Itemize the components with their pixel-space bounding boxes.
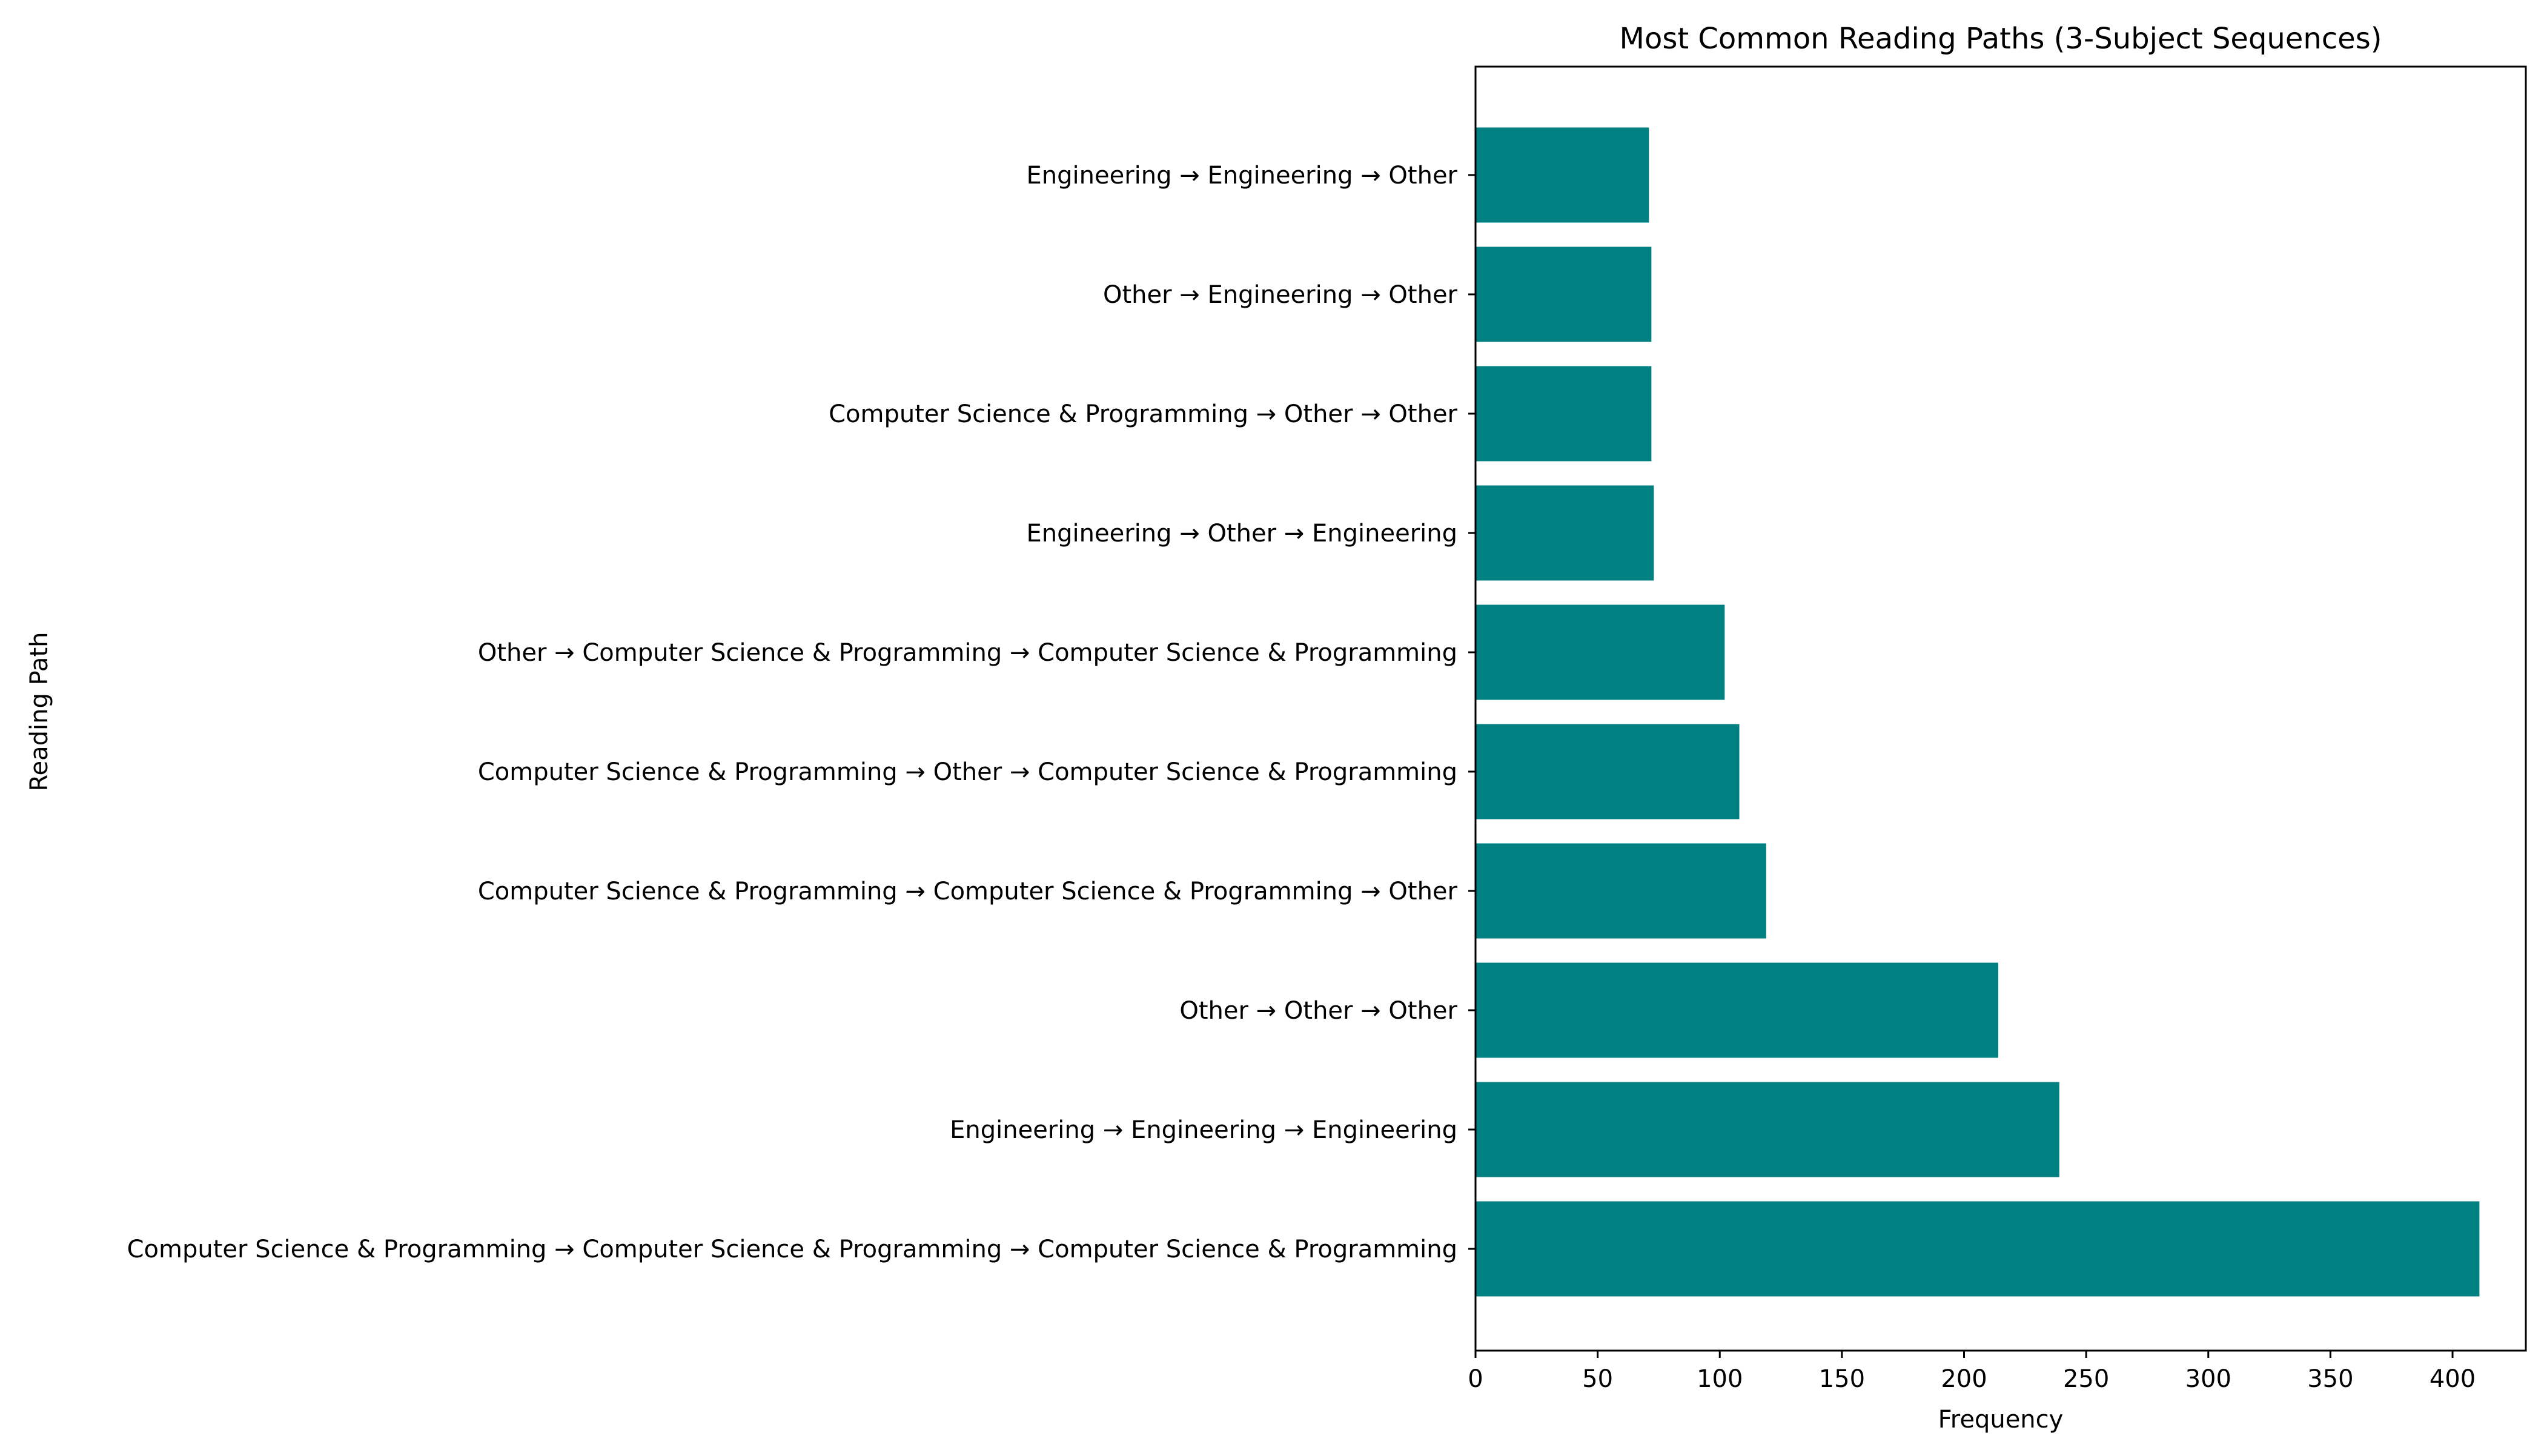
x-tick-label: 100 <box>1697 1365 1743 1393</box>
bar <box>1476 604 1725 700</box>
x-tick-label: 300 <box>2185 1365 2231 1393</box>
bar <box>1476 1201 2480 1297</box>
x-tick-label: 400 <box>2430 1365 2476 1393</box>
x-tick-label: 200 <box>1941 1365 1987 1393</box>
y-tick-label: Other → Computer Science & Programming →… <box>478 639 1457 667</box>
x-axis-ticks: 0 50 100 150 200 250 300 350 400 <box>1468 1351 2476 1393</box>
bars-layer <box>1476 127 2480 1297</box>
y-tick-label: Engineering → Engineering → Other <box>1027 162 1458 190</box>
x-tick-label: 250 <box>2063 1365 2109 1393</box>
y-tick-label: Engineering → Other → Engineering <box>1027 520 1457 548</box>
bar <box>1476 962 1998 1058</box>
bar <box>1476 366 1652 462</box>
x-tick-label: 0 <box>1468 1365 1483 1393</box>
bar <box>1476 247 1652 342</box>
bar <box>1476 1082 2059 1177</box>
y-tick-label: Computer Science & Programming → Compute… <box>478 878 1458 905</box>
bar <box>1476 127 1649 223</box>
bar <box>1476 843 1766 939</box>
y-tick-label: Computer Science & Programming → Other →… <box>829 400 1457 428</box>
x-tick-label: 350 <box>2307 1365 2353 1393</box>
y-tick-label: Other → Other → Other <box>1179 997 1457 1025</box>
bar <box>1476 724 1740 819</box>
chart-title: Most Common Reading Paths (3-Subject Seq… <box>1620 22 2382 56</box>
y-axis-ticks: Computer Science & Programming → Compute… <box>127 162 1476 1263</box>
y-tick-label: Computer Science & Programming → Other →… <box>478 758 1457 786</box>
y-tick-label: Other → Engineering → Other <box>1103 281 1458 309</box>
y-axis-label: Reading Path <box>25 632 53 792</box>
y-tick-label: Engineering → Engineering → Engineering <box>950 1116 1457 1144</box>
x-tick-label: 150 <box>1819 1365 1865 1393</box>
x-axis-label: Frequency <box>1938 1406 2064 1434</box>
y-tick-label: Computer Science & Programming → Compute… <box>127 1236 1457 1263</box>
x-tick-label: 50 <box>1582 1365 1613 1393</box>
plot-frame <box>1474 65 2527 1352</box>
bar <box>1476 485 1654 581</box>
